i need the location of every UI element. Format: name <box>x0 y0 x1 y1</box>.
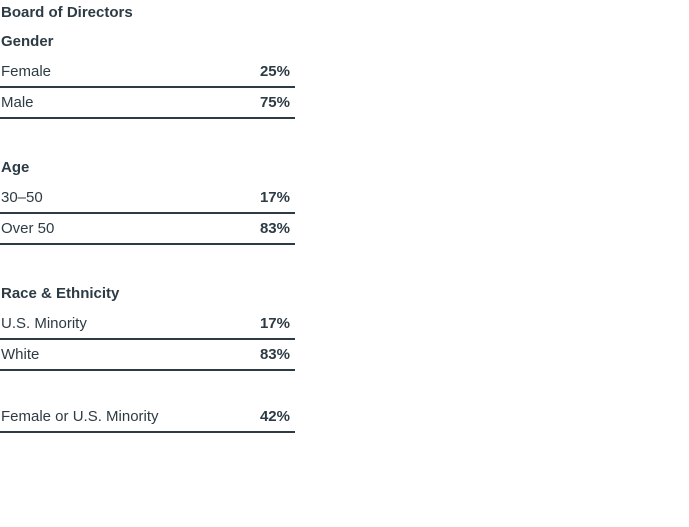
row-value: 42% <box>259 408 290 425</box>
section-gender: Gender Female 25% Male 75% <box>0 33 295 119</box>
row-label: White <box>1 346 40 363</box>
row-value: 83% <box>259 220 290 237</box>
row-label: U.S. Minority <box>1 315 87 332</box>
row-label: Female or U.S. Minority <box>1 408 159 425</box>
row-value: 17% <box>259 315 290 332</box>
row-label: Female <box>1 63 52 80</box>
board-of-directors-table: Board of Directors Gender Female 25% Mal… <box>0 4 295 433</box>
table-row: U.S. Minority 17% <box>0 309 295 340</box>
section-age: Age 30–50 17% Over 50 83% <box>0 159 295 245</box>
summary-row: Female or U.S. Minority 42% <box>0 402 295 433</box>
section-heading-race-ethnicity: Race & Ethnicity <box>1 285 120 302</box>
table-row: Over 50 83% <box>0 214 295 245</box>
row-value: 75% <box>259 94 290 111</box>
section-heading-age: Age <box>1 159 30 176</box>
row-value: 25% <box>259 63 290 80</box>
row-label: 30–50 <box>1 189 43 206</box>
row-value: 83% <box>259 346 290 363</box>
table-row: Female 25% <box>0 57 295 88</box>
table-row: 30–50 17% <box>0 183 295 214</box>
table-row: White 83% <box>0 340 295 371</box>
row-label: Male <box>1 94 34 111</box>
table-row: Male 75% <box>0 88 295 119</box>
report-title: Board of Directors <box>1 4 133 21</box>
section-heading-gender: Gender <box>1 33 54 50</box>
row-value: 17% <box>259 189 290 206</box>
section-summary: Female or U.S. Minority 42% <box>0 402 295 433</box>
row-label: Over 50 <box>1 220 55 237</box>
section-race-ethnicity: Race & Ethnicity U.S. Minority 17% White… <box>0 285 295 371</box>
